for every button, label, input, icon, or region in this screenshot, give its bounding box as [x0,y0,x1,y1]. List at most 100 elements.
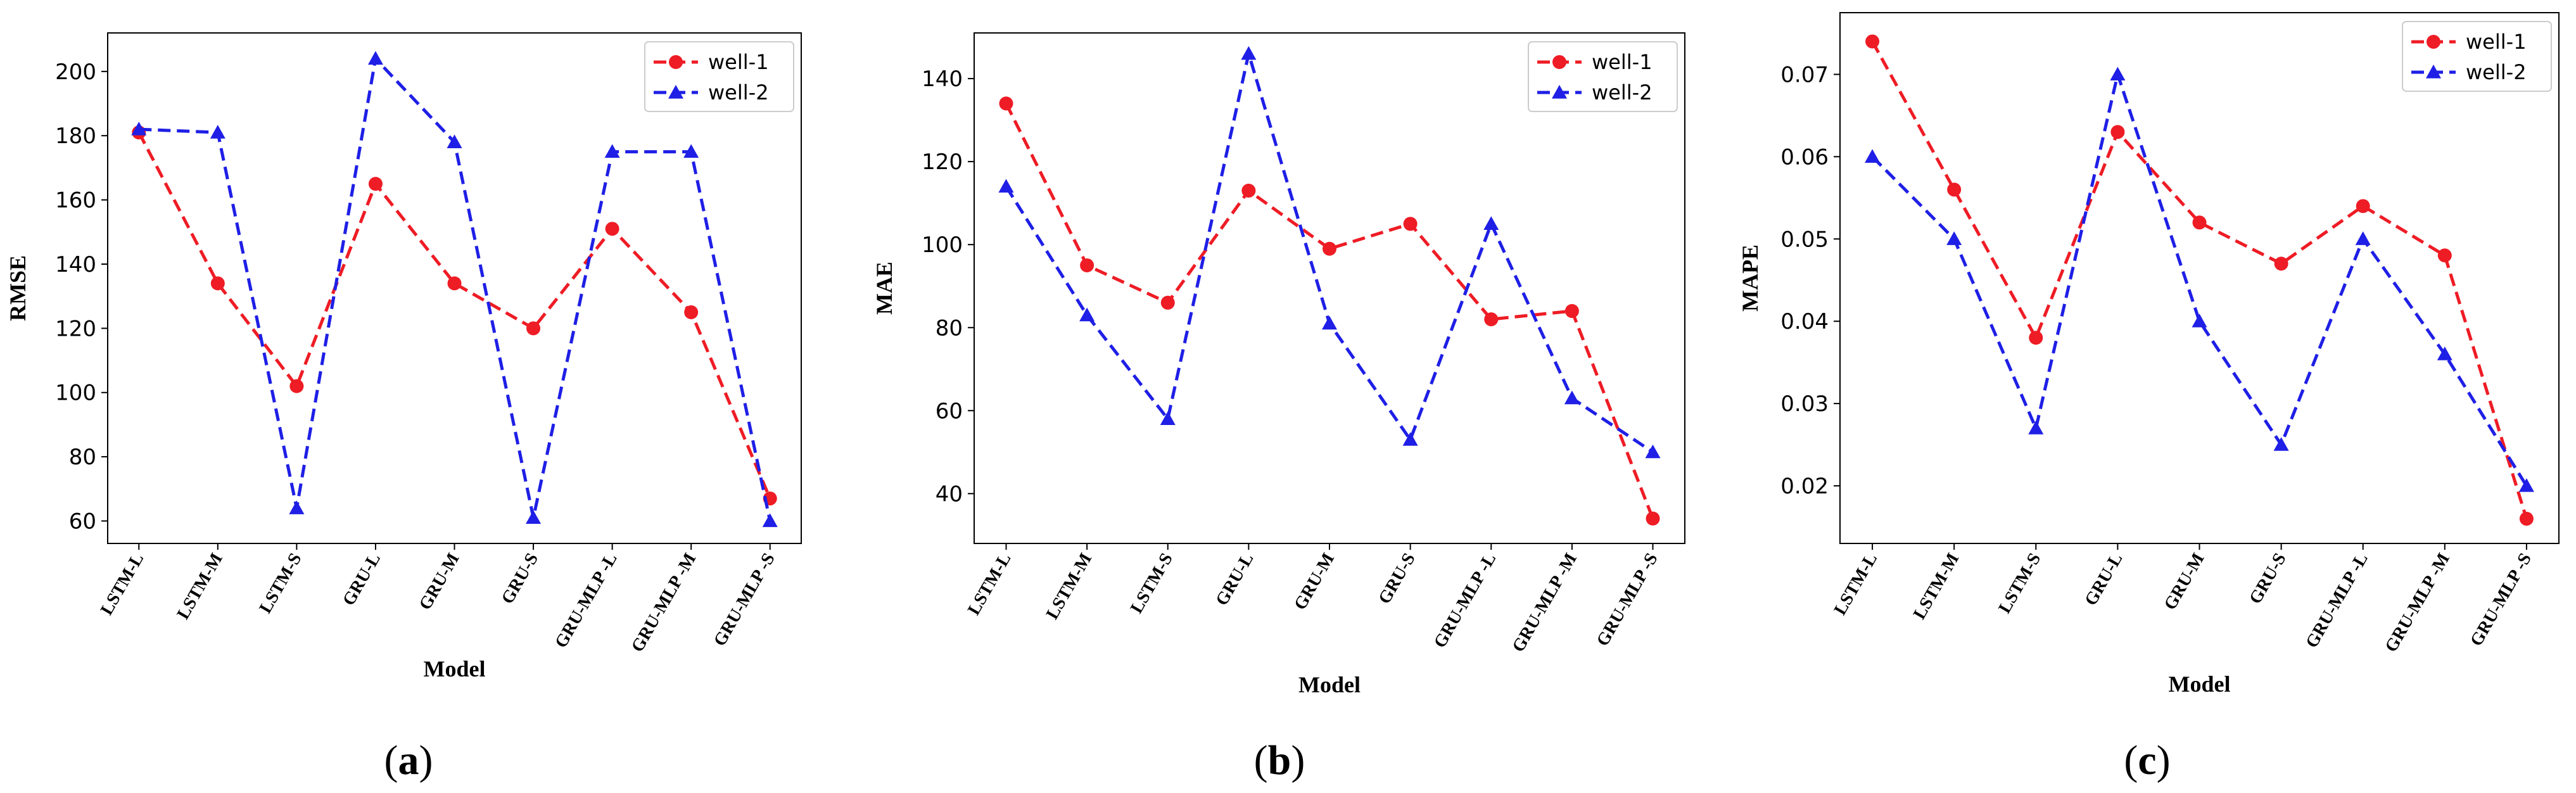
panel-caption: (c) [2124,737,2170,783]
x-tick-label: GRU-MLP -M [2382,550,2454,656]
y-tick-label: 100 [922,232,963,258]
x-tick-label: GRU-S [2245,550,2290,607]
data-point-well-1 [1865,34,1880,49]
data-point-well-2 [2273,437,2289,451]
data-point-well-2 [2028,421,2044,435]
y-axis-label: MAE [872,262,897,315]
data-point-well-1 [1241,184,1256,198]
x-tick-label: GRU-L [1212,550,1257,609]
x-tick-label: GRU-M [1290,550,1338,613]
legend-label-well-1: well-1 [708,50,769,74]
data-point-well-1 [2356,199,2370,213]
data-point-well-2 [998,179,1014,193]
legend-marker-well-1 [669,55,683,69]
y-tick-label: 160 [55,188,96,213]
y-tick-label: 40 [936,481,963,507]
x-tick-label: GRU-MLP -M [628,550,700,656]
data-point-well-2 [1865,149,1881,163]
data-point-well-1 [1080,258,1094,272]
x-axis-label: Model [424,656,486,682]
y-tick-label: 0.07 [1780,62,1829,87]
x-tick-label: GRU-S [1374,550,1419,607]
data-point-well-2 [1402,432,1418,446]
y-tick-label: 80 [69,445,96,470]
x-axis-label: Model [2169,671,2231,697]
data-point-well-1 [1323,241,1336,256]
x-tick-label: LSTM-L [964,550,1015,618]
y-tick-label: 60 [69,509,96,535]
data-point-well-2 [604,144,620,158]
series-line-well-2 [1871,68,2528,487]
series-line-well-1 [1005,103,1654,519]
data-point-well-2 [1946,231,1962,245]
y-tick-label: 0.06 [1780,144,1829,170]
x-axis-label: Model [1298,672,1361,697]
data-point-well-1 [526,321,541,336]
caption-letter: c [2138,737,2156,783]
legend-marker-well-2 [2426,65,2441,79]
x-tick-label: GRU-MLP -M [1509,550,1581,656]
data-point-well-2 [367,51,383,65]
x-tick-label: GRU-S [498,550,542,607]
x-tick-label: GRU-MLP -S [2466,550,2535,650]
y-tick-label: 140 [55,252,96,277]
y-tick-label: 60 [936,398,963,424]
y-tick-label: 140 [922,67,963,92]
data-point-well-1 [1484,312,1499,327]
data-point-well-1 [2192,215,2207,230]
legend: well-1 well-2 [1528,41,1678,112]
caption-close-paren: ) [1291,737,1305,783]
data-point-well-2 [447,134,462,148]
x-tick-label: GRU-MLP -S [1593,550,1662,650]
y-tick-label: 0.02 [1780,474,1829,499]
legend-label-well-2: well-2 [2466,60,2527,84]
data-point-well-2 [1322,315,1337,330]
legend-marker-well-1 [1552,55,1566,69]
data-point-well-2 [526,510,542,524]
y-axis-label: RMSE [5,255,30,321]
data-point-well-2 [131,122,147,136]
chart-panel-a: 60 80 100 120 140 160 180 200 LSTM-L LSTM-M LSTM-S… [5,32,802,783]
x-tick-label: GRU-MLP -L [551,550,621,651]
data-point-well-1 [1646,511,1660,526]
data-point-well-2 [1160,411,1176,426]
legend-label-well-1: well-1 [1592,50,1653,74]
x-tick-label: LSTM-M [1043,550,1096,623]
x-tick-label: GRU-MLP -S [710,550,779,650]
data-point-well-2 [1483,216,1499,231]
data-point-well-1 [210,276,225,291]
x-tick-label: GRU-MLP -L [2302,550,2371,651]
data-point-well-2 [762,513,778,528]
series-line-well-1 [1870,41,2528,519]
data-point-well-1 [1403,217,1418,231]
data-point-well-2 [683,144,699,158]
caption-close-paren: ) [419,737,433,783]
data-point-well-1 [999,96,1013,111]
chart-panel-c: 0.02 0.03 0.04 0.05 0.06 0.07 LSTM-L LSTM-M LSTM… [1737,12,2560,783]
x-tick-label: LSTM-S [1127,550,1177,617]
legend: well-1 well-2 [2402,21,2552,92]
legend-marker-well-1 [2427,35,2440,49]
data-point-well-1 [289,379,304,393]
data-point-well-2 [289,500,305,514]
x-tick-label: GRU-M [2160,550,2209,613]
x-tick-label: LSTM-L [97,550,148,618]
x-tick-label: GRU-M [416,550,464,613]
data-point-well-1 [684,305,699,320]
x-tick-label: LSTM-S [255,550,305,617]
data-point-well-2 [1645,444,1661,459]
data-point-well-1 [1947,182,1962,197]
x-tick-label: LSTM-L [1830,550,1882,618]
series-line-well-1 [137,131,772,499]
x-tick-label: LSTM-M [1910,550,1963,623]
data-point-well-1 [2029,331,2043,345]
y-tick-label: 120 [922,149,963,175]
x-tick-label: GRU-L [2081,550,2126,609]
caption-letter: a [398,737,419,783]
data-point-well-1 [1564,304,1579,319]
data-point-well-1 [368,177,383,191]
y-tick-label: 0.05 [1780,227,1829,252]
y-tick-label: 200 [55,60,96,85]
caption-close-paren: ) [2157,737,2171,783]
legend-marker-well-2 [1552,85,1567,99]
